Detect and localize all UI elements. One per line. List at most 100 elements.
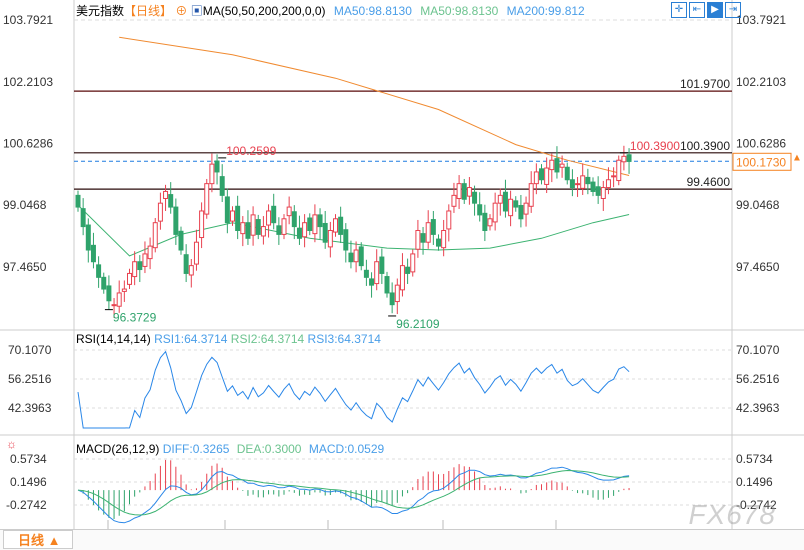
settings-sun-icon[interactable]: ☼ (6, 437, 17, 451)
zoom-fit-icon[interactable]: ⇤ (689, 2, 705, 18)
candle-body (513, 200, 519, 208)
candle-body (363, 269, 369, 278)
candle-body (121, 288, 127, 292)
price-level-label: 100.3900 (680, 139, 730, 153)
candle-body (317, 214, 323, 228)
rsi-tick-left: 56.2516 (8, 372, 52, 386)
rsi2-value: RSI2:64.3714 (230, 332, 305, 346)
candle-body (472, 191, 478, 204)
ma50-value: MA50:98.8130 (333, 4, 412, 18)
period-label: 【日线】 (124, 4, 173, 18)
price-tick-left: 102.2103 (3, 75, 53, 89)
dea-value: DEA:0.3000 (236, 442, 302, 456)
candle-body (621, 155, 627, 163)
candle-body (178, 230, 184, 251)
candle-body (549, 159, 555, 171)
candle-body (291, 211, 297, 228)
macd-tick-left: 0.5734 (10, 452, 47, 466)
indicator-icon[interactable]: ▣ (190, 4, 203, 18)
candle-body (441, 229, 447, 249)
rsi-tick: 56.2516 (736, 372, 780, 386)
candle-body (389, 292, 395, 306)
candle-body (214, 160, 220, 173)
candle-body (322, 222, 328, 243)
candle-body (327, 229, 333, 248)
candle-body (255, 219, 261, 235)
candle-body (466, 187, 472, 197)
candle-body (85, 224, 91, 251)
candle-body (502, 191, 508, 212)
candle-body (415, 229, 421, 250)
candle-body (399, 265, 405, 291)
candle-body (384, 276, 390, 294)
extreme-label: 96.2109 (396, 317, 440, 331)
candle-body (333, 218, 338, 233)
candle-body (405, 266, 411, 274)
ma200-value: MA200:99.812 (506, 4, 585, 18)
candle-body (230, 210, 235, 222)
crosshair-icon[interactable]: ✛ (671, 2, 687, 18)
bottom-bar (0, 529, 804, 550)
candle-body (379, 256, 385, 274)
rsi1-value: RSI1:64.3714 (154, 332, 228, 346)
candle-body (348, 252, 354, 263)
candle-body (461, 183, 467, 200)
candle-body (430, 219, 436, 235)
candle-body (312, 214, 318, 235)
candle-body (219, 176, 225, 196)
candle-body (96, 264, 102, 278)
candle-body (595, 186, 601, 196)
candle-body (142, 253, 148, 267)
rsi-legend: RSI(14,14,14) RSI1:64.3714 RSI2:64.3714 … (76, 332, 381, 346)
extreme-label: 100.3900 (630, 139, 680, 153)
candle-body (523, 202, 529, 215)
candle-body (436, 238, 441, 247)
candle-body (199, 210, 205, 239)
candle-body (163, 190, 169, 199)
candle-body (75, 194, 81, 208)
price-level-label: 101.9700 (680, 77, 730, 91)
macd-label: MACD(26,12,9) (76, 442, 160, 456)
rsi3-value: RSI3:64.3714 (307, 332, 381, 346)
macd-tick-left: 0.1496 (10, 475, 47, 489)
candle-body (600, 187, 606, 199)
ma50-line (77, 204, 630, 257)
candle-body (477, 204, 483, 216)
candle-body (487, 218, 493, 227)
rsi-tick-left: 70.1070 (8, 343, 52, 357)
candle-body (539, 168, 544, 181)
candle-body (446, 210, 452, 230)
candle-body (605, 179, 611, 189)
price-tick: 97.4650 (736, 260, 780, 274)
candle-body (497, 194, 503, 204)
candle-body (152, 222, 158, 249)
period-selector[interactable]: 日线 ▲ (3, 530, 73, 549)
candle-body (353, 249, 359, 263)
candle-body (616, 159, 622, 182)
macd-value: MACD:0.0529 (308, 442, 385, 456)
macd-tick-left: -0.2742 (6, 498, 47, 512)
candle-body (554, 158, 560, 173)
price-tick-left: 99.0468 (3, 198, 47, 212)
candle-body (296, 227, 302, 239)
macd-tick: 0.1496 (736, 475, 773, 489)
play-icon[interactable]: ▶ (707, 2, 723, 18)
candle-body (307, 217, 313, 231)
candle-body (80, 208, 86, 228)
candle-body (132, 261, 138, 278)
ma-label: MA(50,50,200,200,0,0) (202, 4, 326, 18)
candle-body (564, 166, 570, 181)
candle-body (451, 194, 457, 207)
ma50-value-2: MA50:98.8130 (420, 4, 499, 18)
candle-body (193, 241, 199, 265)
rsi-tick: 70.1070 (736, 343, 780, 357)
candle-body (209, 163, 215, 185)
candle-body (369, 278, 375, 286)
rsi-tick: 42.3963 (736, 401, 780, 415)
price-level-label: 99.4600 (687, 175, 731, 189)
current-price-box (732, 152, 792, 171)
candle-body (611, 175, 617, 178)
add-icon[interactable]: ⊕ (175, 4, 188, 18)
scroll-end-icon[interactable]: ⇥ (725, 2, 741, 18)
